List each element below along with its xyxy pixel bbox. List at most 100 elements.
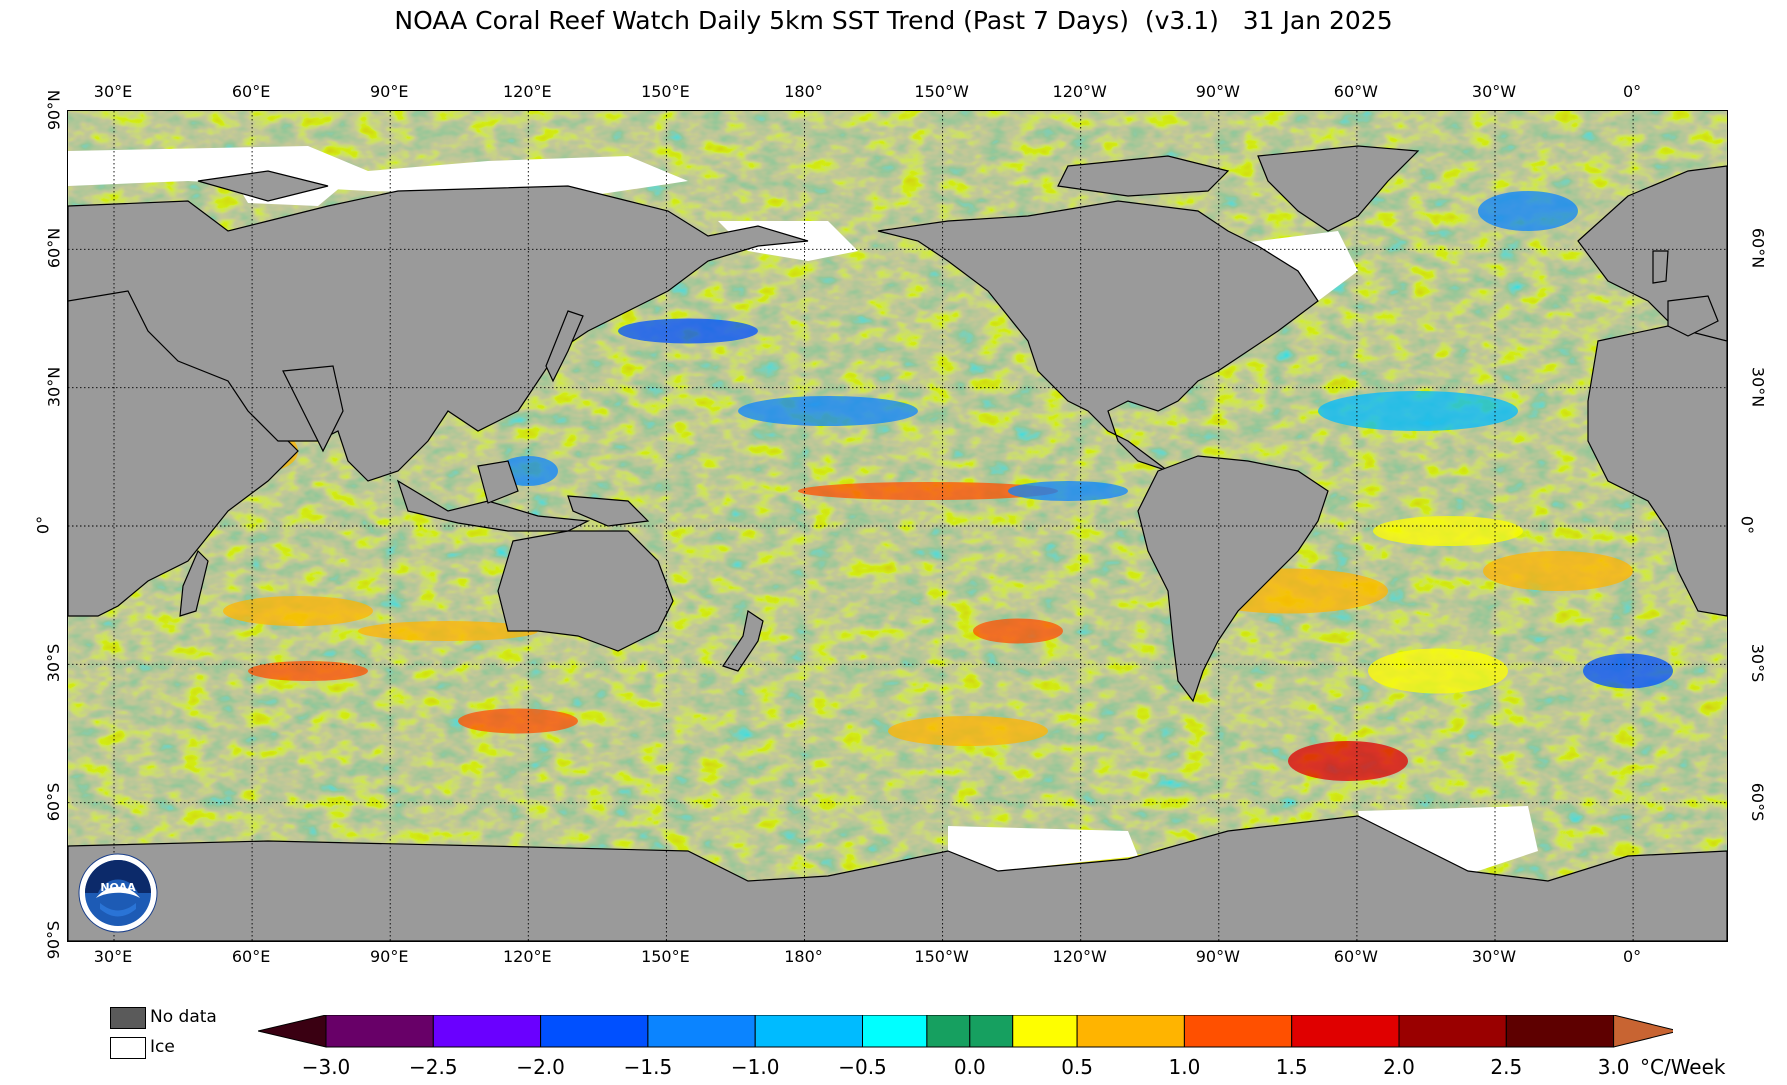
colorbar-tick-label: −2.0 <box>516 1055 565 1079</box>
colorbar-tick-label: 0.0 <box>953 1055 986 1079</box>
colorbar-tick-label: 1.5 <box>1275 1055 1308 1079</box>
anomaly-patch <box>1478 191 1578 231</box>
new-zealand <box>722 610 764 672</box>
madagascar <box>179 549 209 617</box>
no-data-swatch <box>110 1007 146 1029</box>
anomaly-patch <box>888 716 1048 746</box>
borneo <box>477 460 519 504</box>
colorbar-segment <box>647 1015 756 1048</box>
noaa-seal-icon: NOAA <box>78 853 158 933</box>
map-canvas <box>68 111 1727 941</box>
bottom-lon-label: 150°W <box>914 947 969 966</box>
colorbar-tick-label: −1.5 <box>623 1055 673 1079</box>
land-masses <box>68 145 1727 941</box>
bottom-lon-label: 180° <box>784 947 823 966</box>
left-lat-label: 60°N <box>44 228 64 269</box>
colorbar-tick-label: −2.5 <box>409 1055 458 1079</box>
anomaly-patch <box>798 482 1058 500</box>
right-lat-label: 60°S <box>1747 782 1767 821</box>
colorbar-over-arrow <box>1613 1015 1673 1048</box>
no-data-label: No data <box>150 1007 217 1027</box>
right-lat-label: 30°N <box>1748 366 1768 407</box>
colorbar-segment <box>1076 1015 1185 1048</box>
map-title: NOAA Coral Reef Watch Daily 5km SST Tren… <box>394 6 1393 35</box>
bottom-lon-label: 30°E <box>93 947 133 966</box>
colorbar-segment <box>754 1015 864 1048</box>
top-lon-label: 90°E <box>369 82 409 101</box>
colorbar-tick-label: 2.5 <box>1490 1055 1523 1079</box>
anomaly-patch <box>1373 516 1523 546</box>
top-lon-label: 120°E <box>502 82 552 101</box>
left-lat-label: 0° <box>33 515 53 535</box>
top-lon-label: 150°W <box>914 82 969 101</box>
colorbar-tick-label: 0.5 <box>1061 1055 1093 1079</box>
left-lat-label: 90°N <box>44 89 64 131</box>
greenland <box>1257 145 1420 232</box>
anomaly-patch <box>1008 481 1128 501</box>
left-lat-label: 90°S <box>43 920 63 960</box>
left-lat-label: 30°S <box>43 644 63 683</box>
graticule <box>68 111 1727 941</box>
australia <box>497 530 674 652</box>
colorbar-tick-label: −0.5 <box>838 1055 887 1079</box>
north-america <box>877 200 1319 472</box>
colorbar-segment <box>1183 1015 1293 1048</box>
west-africa <box>1587 325 1727 617</box>
anomaly-patch <box>738 396 918 426</box>
top-lon-label: 150°E <box>641 82 690 101</box>
bottom-lon-label: 120°W <box>1052 947 1107 966</box>
anomaly-patch <box>1318 391 1518 431</box>
colorbar-segment <box>1291 1015 1400 1048</box>
new-guinea <box>567 495 650 527</box>
bottom-lon-label: 150°E <box>641 947 690 966</box>
bottom-lon-label: 90°E <box>369 947 409 966</box>
ice-label: Ice <box>150 1037 175 1057</box>
iberia <box>1667 295 1719 337</box>
colorbar-segment <box>540 1015 649 1048</box>
top-lon-label: 120°W <box>1052 82 1107 101</box>
colorbar-tick-label: 3.0 <box>1597 1055 1630 1079</box>
japan <box>545 310 584 383</box>
colorbar-tick-label: 1.0 <box>1168 1055 1201 1079</box>
colorbar-segment <box>432 1015 542 1048</box>
colorbar-units: °C/Week <box>1640 1055 1726 1079</box>
anomaly-patch <box>1483 551 1633 591</box>
top-lon-label: 30°E <box>93 82 133 101</box>
noaa-logo: NOAA <box>78 853 158 937</box>
right-lat-label: 60°N <box>1748 228 1768 269</box>
colorbar-segment <box>1505 1015 1615 1048</box>
colorbar-tick-label: −3.0 <box>301 1055 351 1079</box>
bottom-lon-label: 60°W <box>1333 947 1378 966</box>
anomaly-patch <box>973 618 1063 644</box>
bottom-lon-label: 120°E <box>502 947 552 966</box>
right-lat-label: 0° <box>1737 515 1757 535</box>
bottom-lon-label: 90°W <box>1195 947 1240 966</box>
colorbar-segment <box>926 1015 971 1048</box>
indonesia <box>396 479 591 532</box>
british-isles <box>1652 250 1669 284</box>
colorbar-segment <box>1012 1015 1078 1048</box>
antarctica <box>68 815 1727 941</box>
anomaly-patch <box>1583 653 1673 689</box>
colorbar-segment <box>969 1015 1014 1048</box>
anomaly-patch <box>358 621 538 641</box>
left-lat-label: 60°S <box>43 782 63 821</box>
anomaly-patch <box>458 708 578 734</box>
colorbar-tick-label: 2.0 <box>1383 1055 1415 1079</box>
colorbar-segment <box>862 1015 928 1048</box>
colorbar <box>258 1015 1673 1048</box>
right-lat-label: 30°S <box>1747 644 1767 683</box>
bottom-lon-label: 30°W <box>1471 947 1517 966</box>
bottom-lon-label: 0° <box>1623 947 1642 966</box>
logo-text: NOAA <box>100 881 136 894</box>
colorbar-under-arrow <box>258 1015 327 1048</box>
anomaly-patch <box>223 596 373 626</box>
anomaly-patch <box>1288 741 1408 781</box>
left-lat-label: 30°N <box>44 366 64 407</box>
top-lon-label: 60°W <box>1333 82 1378 101</box>
top-lon-label: 180° <box>784 82 823 101</box>
anomaly-patch <box>618 318 758 344</box>
canadian-archipelago <box>1057 155 1230 197</box>
top-lon-label: 0° <box>1623 82 1642 101</box>
top-lon-label: 60°E <box>231 82 271 101</box>
